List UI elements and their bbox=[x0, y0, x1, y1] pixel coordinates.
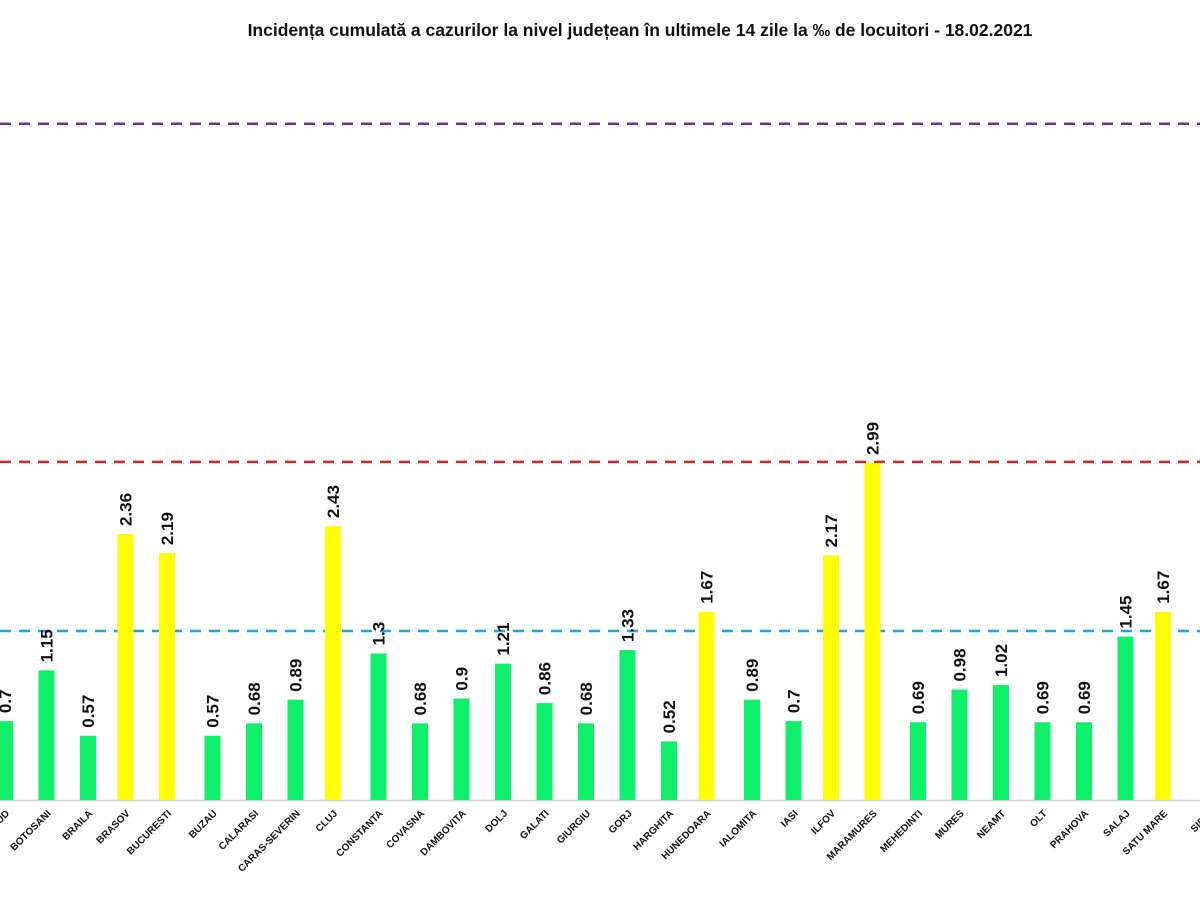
x-tick-label: MEHEDINTI bbox=[878, 808, 925, 855]
bar bbox=[204, 735, 221, 800]
data-label: 1.33 bbox=[619, 609, 638, 642]
data-label: 0.57 bbox=[79, 695, 98, 728]
x-tick-label: CONSTANTA bbox=[334, 808, 385, 859]
data-label: 0.7 bbox=[785, 689, 804, 713]
data-label: 0.69 bbox=[1034, 681, 1053, 714]
x-tick-label: GALATI bbox=[518, 808, 552, 842]
bar bbox=[453, 698, 470, 800]
bar bbox=[910, 722, 926, 800]
bar bbox=[661, 741, 677, 800]
x-tick-label: GORJ bbox=[607, 808, 635, 836]
data-label: 2.43 bbox=[324, 485, 343, 518]
data-label: 0.86 bbox=[536, 662, 555, 695]
x-tick-label: PRAHOVA bbox=[1049, 808, 1092, 851]
bar bbox=[117, 534, 134, 800]
data-label: 0.69 bbox=[909, 681, 928, 714]
bar bbox=[38, 670, 55, 800]
x-tick-label: GIURGIU bbox=[555, 808, 593, 846]
bar bbox=[370, 653, 387, 800]
data-label: 0.52 bbox=[660, 700, 679, 733]
bar bbox=[1155, 611, 1171, 800]
bar bbox=[1117, 636, 1134, 800]
data-label: 1.15 bbox=[38, 629, 57, 662]
data-label: 0.69 bbox=[1075, 681, 1094, 714]
data-label: 0.68 bbox=[577, 682, 596, 715]
bar bbox=[823, 555, 839, 800]
bar bbox=[246, 723, 262, 800]
x-tick-label: BOTOSANI bbox=[9, 808, 54, 853]
data-label: 2.17 bbox=[822, 514, 841, 547]
x-tick-label: BUZAU bbox=[187, 808, 220, 841]
data-label: 2.19 bbox=[158, 512, 177, 545]
data-label: 1.67 bbox=[1154, 571, 1173, 604]
bar bbox=[325, 526, 341, 800]
data-label: 1.21 bbox=[494, 623, 513, 656]
data-label: 0.68 bbox=[245, 682, 264, 715]
x-tick-label: COVASNA bbox=[385, 808, 428, 851]
x-tick-label: BRAILA bbox=[61, 808, 95, 842]
bar bbox=[412, 723, 428, 800]
data-label: 0.9 bbox=[453, 667, 472, 691]
bar bbox=[1034, 722, 1051, 800]
x-tick-label: BRASOV bbox=[95, 808, 133, 846]
chart-title: Incidența cumulată a cazurilor la nivel … bbox=[247, 20, 1033, 40]
bar bbox=[80, 735, 96, 800]
x-tick-label: CLUJ bbox=[314, 808, 340, 834]
bar bbox=[744, 699, 760, 800]
data-label: 1.45 bbox=[1117, 595, 1136, 628]
x-tick-label: ILFOV bbox=[810, 808, 839, 837]
data-label: 1.3 bbox=[370, 622, 389, 646]
bar bbox=[698, 611, 715, 800]
x-tick-label: DOLJ bbox=[483, 808, 510, 835]
x-tick-label: IASI bbox=[779, 808, 801, 830]
bar bbox=[951, 689, 968, 800]
x-tick-label: MURES bbox=[933, 808, 967, 842]
data-label: 0.57 bbox=[204, 695, 223, 728]
bar bbox=[536, 703, 553, 800]
data-label: 2.36 bbox=[117, 493, 136, 526]
x-tick-label: OLT bbox=[1028, 808, 1049, 829]
data-label: 1.67 bbox=[698, 571, 717, 604]
bar bbox=[495, 663, 511, 800]
x-tick-label: IALOMITA bbox=[718, 808, 759, 849]
data-label: 0.7 bbox=[0, 689, 15, 713]
bar bbox=[864, 463, 881, 800]
data-label: 0.89 bbox=[287, 659, 306, 692]
data-label: 0.98 bbox=[951, 648, 970, 681]
bar bbox=[785, 721, 802, 800]
bar bbox=[1076, 722, 1092, 800]
bar bbox=[619, 650, 636, 800]
x-tick-label: NEAMT bbox=[975, 808, 1008, 841]
bar bbox=[578, 723, 594, 800]
bar bbox=[993, 685, 1009, 800]
x-tick-label: CALARASI bbox=[217, 808, 261, 852]
data-label: 0.89 bbox=[743, 659, 762, 692]
data-label: 2.99 bbox=[864, 422, 883, 455]
x-tick-label: SALAJ bbox=[1102, 808, 1133, 839]
bar bbox=[159, 553, 175, 800]
x-tick-label: BUCURESTI bbox=[125, 808, 174, 857]
x-tick-label: SIBIU bbox=[1189, 808, 1200, 835]
data-label: 0.68 bbox=[411, 682, 430, 715]
bar bbox=[287, 699, 304, 800]
data-label: 1.02 bbox=[992, 644, 1011, 677]
bar bbox=[0, 721, 13, 800]
